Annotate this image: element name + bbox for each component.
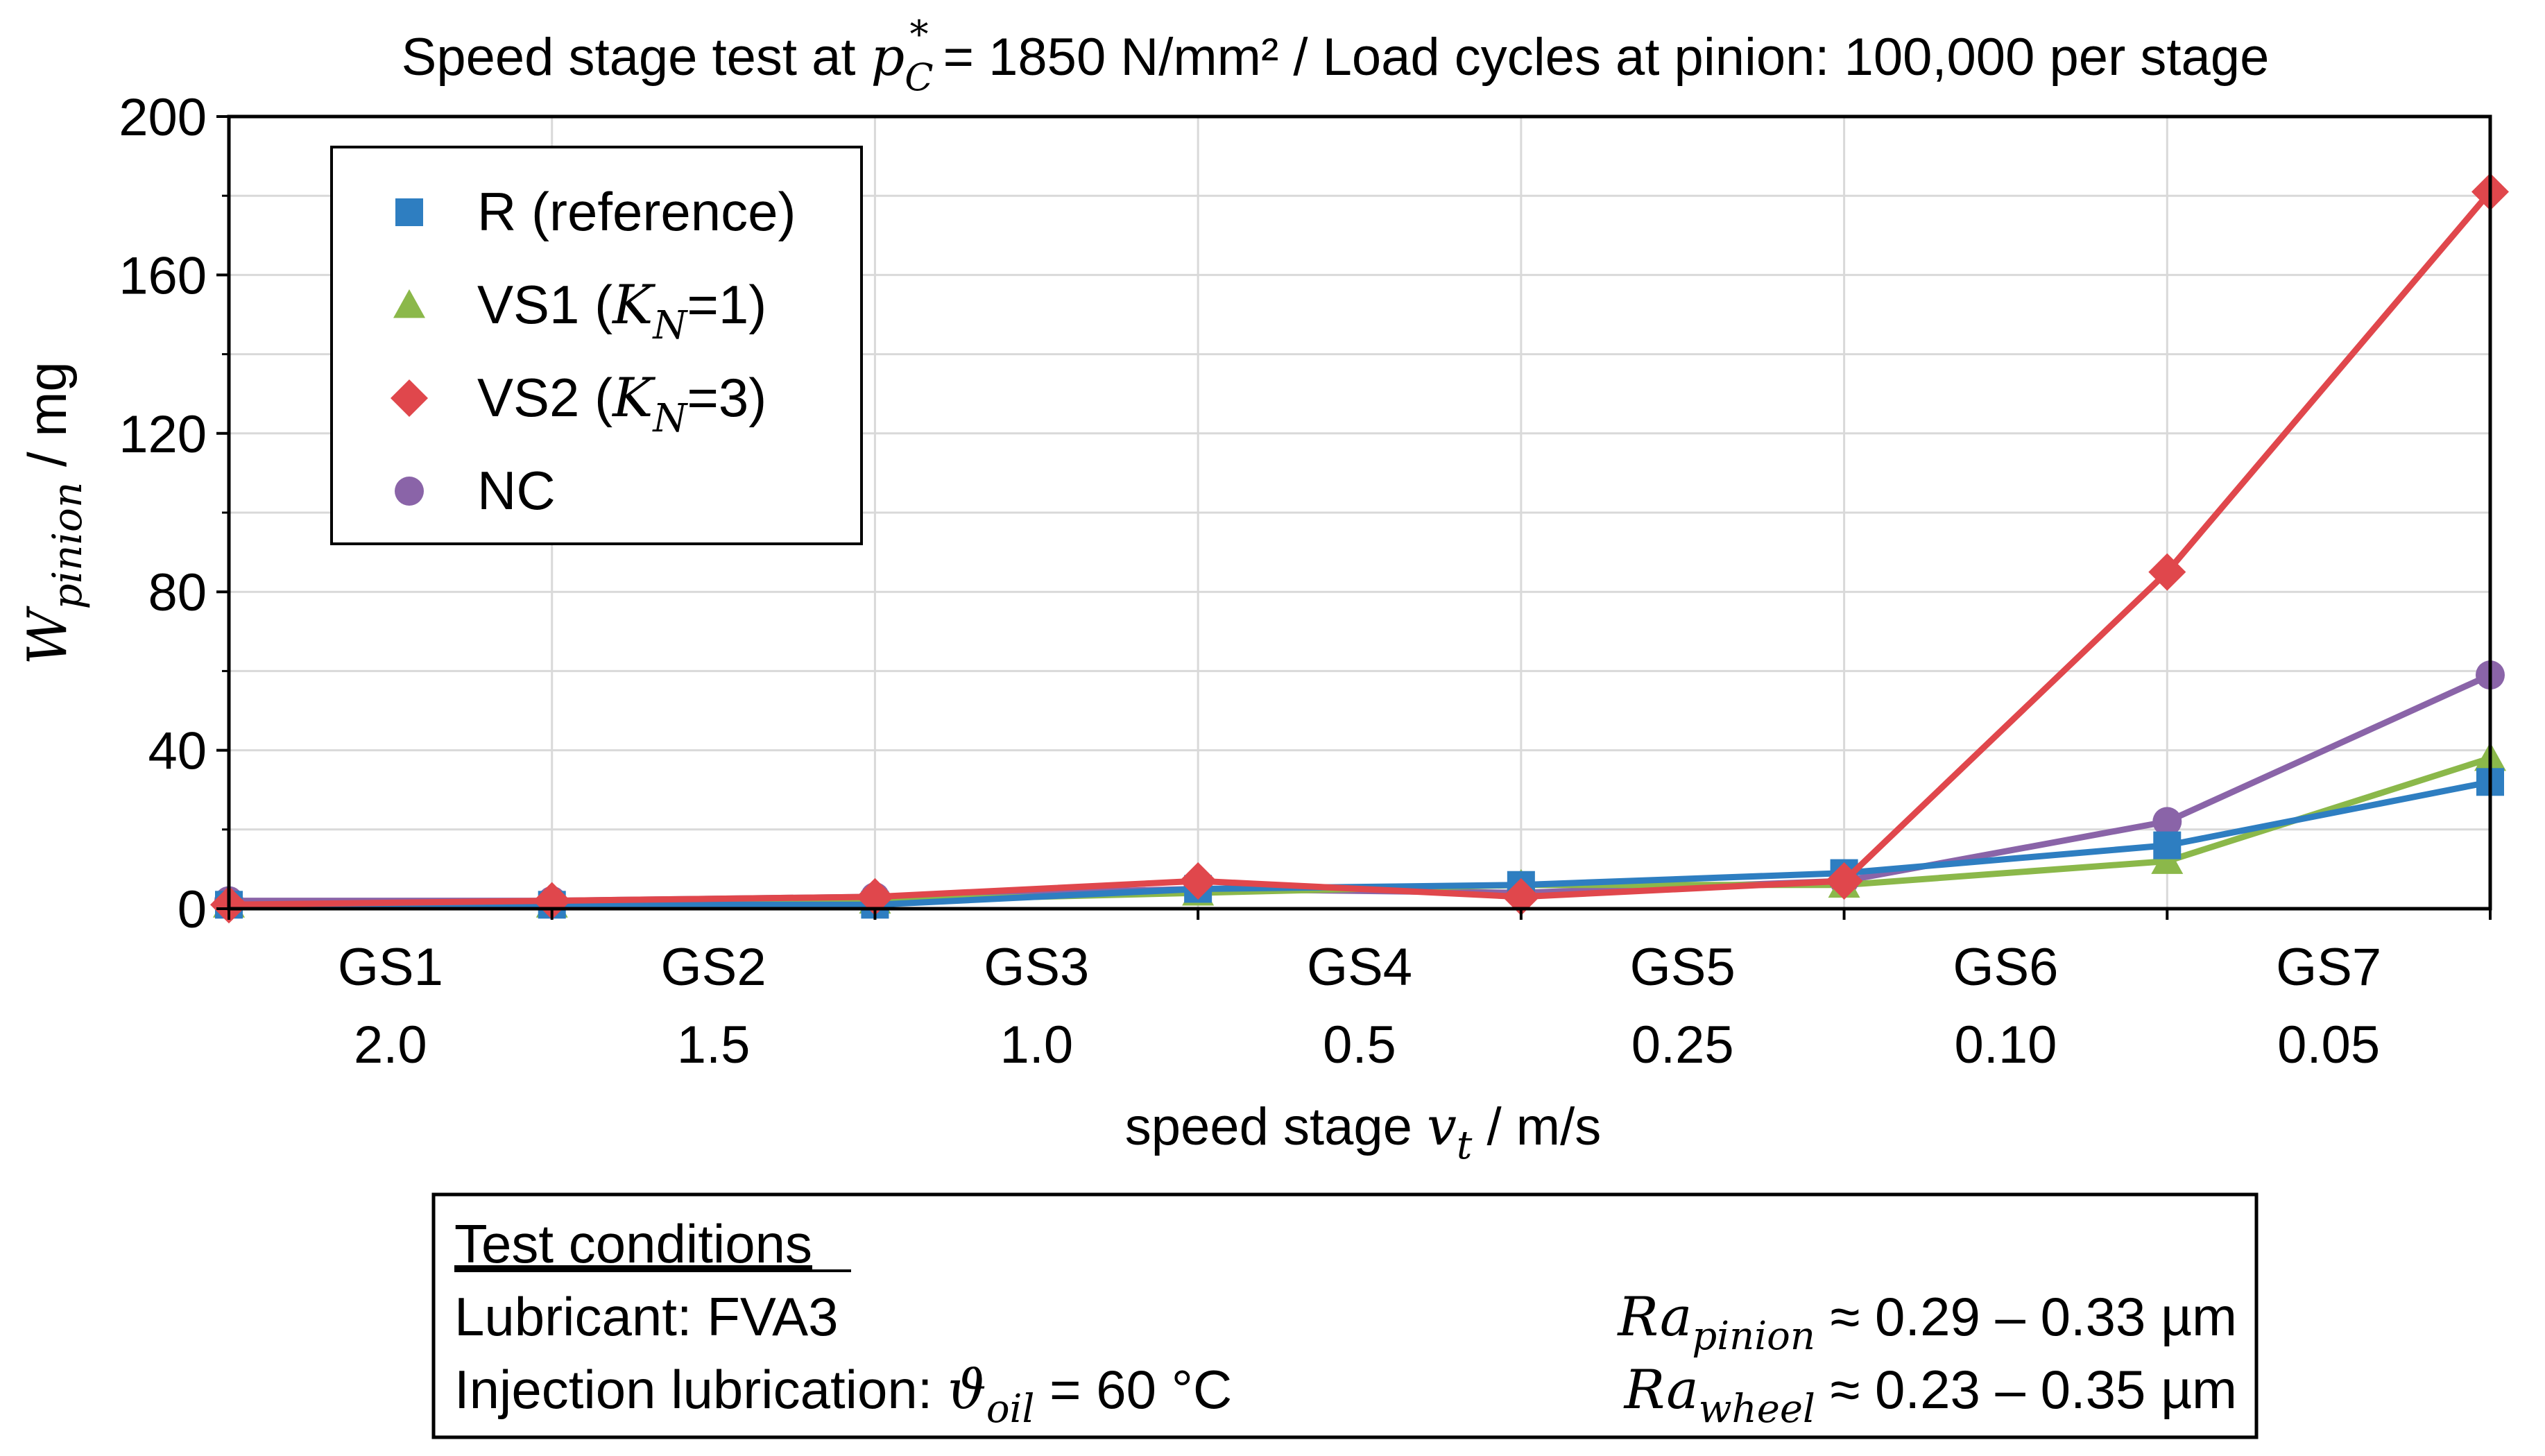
ra-pinion-value: ≈ 0.29 – 0.33 µm xyxy=(1815,1286,2237,1347)
y-tick-label: 0 xyxy=(178,880,207,939)
x-axis-label-sub: t xyxy=(1457,1123,1473,1168)
chart-title-text: Speed stage test at xyxy=(402,28,856,87)
axis-layer: 0 40 80 120 160 200 GS1 2.0 GS2 1.5 GS3 1.0 GS4 0.5 GS… xyxy=(119,88,2492,1074)
x-speed-label: 0.10 xyxy=(1954,1016,2057,1074)
legend-label-vs2-symbol: K xyxy=(611,367,656,429)
x-axis-label-text: speed stage xyxy=(1125,1097,1427,1156)
legend-label-vs1: VS1 (KN=1) xyxy=(477,274,766,348)
chart-title-symbol: p xyxy=(871,26,905,87)
legend-label-vs2-suffix: =3) xyxy=(687,367,766,428)
series-layer xyxy=(210,173,2509,924)
y-tick-label: 40 xyxy=(148,722,207,781)
legend-marker-2 xyxy=(391,379,428,417)
legend-marker-3 xyxy=(395,477,424,506)
lubricant-text: Lubricant: FVA3 xyxy=(454,1286,839,1347)
legend-label-vs1-symbol: K xyxy=(611,274,656,336)
legend-marker-0 xyxy=(395,198,423,226)
x-speed-label: 2.0 xyxy=(354,1016,427,1074)
chart-title-symbol-sup: * xyxy=(910,12,929,56)
x-speed-label: 1.0 xyxy=(1000,1016,1073,1074)
test-conditions-frame xyxy=(431,1192,2259,1439)
injection-sub: oil xyxy=(986,1387,1035,1432)
y-tick-label: 200 xyxy=(119,88,207,147)
series-line-1 xyxy=(229,755,2492,908)
x-category-label: GS4 xyxy=(1307,938,1412,997)
y-tick-label: 80 xyxy=(148,563,207,622)
x-speed-label: 0.05 xyxy=(2277,1016,2380,1074)
legend-label-vs1-suffix: =1) xyxy=(687,274,766,335)
legend-label-nc-prefix: NC xyxy=(477,460,556,521)
injection-value: = 60 °C xyxy=(1034,1359,1232,1420)
data-point-0-6 xyxy=(2153,831,2182,859)
data-point-3-6 xyxy=(2152,807,2182,837)
data-point-2-6 xyxy=(2148,553,2186,591)
y-axis-label-sub: pinion xyxy=(44,482,91,610)
y-tick-label: 120 xyxy=(119,405,207,464)
chart-title-rest: = 1850 N/mm² / Load cycles at pinion: 10… xyxy=(929,28,2270,87)
y-axis-label: Wpinion / mg xyxy=(17,361,91,665)
legend-label-r: R (reference) xyxy=(477,181,796,242)
data-point-2-2 xyxy=(856,877,894,916)
legend-label-r-prefix: R (reference) xyxy=(477,181,796,242)
x-category-label: GS6 xyxy=(1953,938,2058,997)
x-category-label: GS2 xyxy=(661,938,766,997)
chart-title: Speed stage test at pC* = 1850 N/mm² / Lo… xyxy=(402,12,2270,99)
legend-label-nc: NC xyxy=(477,460,556,521)
x-axis-label: speed stage vt / m/s xyxy=(1125,1095,1601,1168)
x-axis-label-unit: / m/s xyxy=(1472,1097,1601,1156)
legend: R (reference) VS1 (KN=1) VS2 (KN=3) NC xyxy=(330,146,863,545)
y-tick-label: 160 xyxy=(119,246,207,305)
x-category-label: GS3 xyxy=(984,938,1089,997)
injection-symbol: ϑ xyxy=(948,1359,986,1421)
chart-title-symbol-sub: C xyxy=(905,55,933,99)
legend-label-vs2-prefix: VS2 ( xyxy=(477,367,612,428)
legend-marker-1 xyxy=(393,289,425,318)
ra-wheel-value: ≈ 0.23 – 0.35 µm xyxy=(1815,1359,2237,1420)
data-point-2-4 xyxy=(1502,877,1540,916)
injection-label: Injection lubrication: xyxy=(454,1359,948,1420)
legend-label-vs2: VS2 (KN=3) xyxy=(477,367,766,441)
ra-wheel-sub: wheel xyxy=(1699,1387,1815,1432)
legend-label-vs2-sub: N xyxy=(651,396,688,441)
injection-text: Injection lubrication: ϑoil = 60 °C xyxy=(454,1359,1232,1432)
ra-pinion-text: Rapinion ≈ 0.29 – 0.33 µm xyxy=(1616,1286,2237,1359)
x-category-label: GS5 xyxy=(1630,938,1736,997)
legend-label-vs1-sub: N xyxy=(651,303,688,348)
x-category-label: GS7 xyxy=(2276,938,2381,997)
y-axis-label-symbol: W xyxy=(17,606,79,665)
ra-pinion-sub: pinion xyxy=(1692,1314,1815,1359)
legend-label-vs1-prefix: VS1 ( xyxy=(477,274,612,335)
test-conditions-heading: Test conditions xyxy=(454,1213,812,1274)
x-category-label: GS1 xyxy=(338,938,443,997)
data-point-2-3 xyxy=(1179,862,1217,900)
legend-markers xyxy=(391,198,428,506)
data-point-2-5 xyxy=(1825,862,1863,900)
test-conditions-box: Test conditions Lubricant: FVA3 Injectio… xyxy=(431,1192,2259,1439)
series-line-3 xyxy=(229,672,2492,905)
series-line-2 xyxy=(228,189,2493,908)
x-speed-label: 1.5 xyxy=(677,1016,751,1074)
x-speed-label: 0.25 xyxy=(1631,1016,1734,1074)
data-point-1-6 xyxy=(2151,845,2184,874)
ra-pinion-symbol: Ra xyxy=(1616,1286,1692,1348)
x-speed-label: 0.5 xyxy=(1323,1016,1396,1074)
x-axis-label-symbol: v xyxy=(1427,1095,1457,1157)
ra-wheel-text: Rawheel ≈ 0.23 – 0.35 µm xyxy=(1623,1359,2237,1432)
ra-wheel-symbol: Ra xyxy=(1623,1359,1699,1421)
y-axis-label-unit: / mg xyxy=(17,361,78,481)
